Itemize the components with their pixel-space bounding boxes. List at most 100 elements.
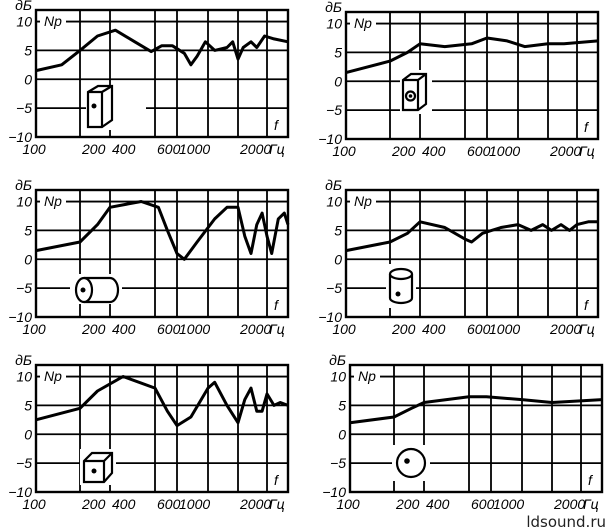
- y-axis-name: Np: [358, 368, 376, 384]
- x-tick-label: 1000: [179, 321, 210, 337]
- x-tick-label: 1000: [489, 143, 520, 159]
- response-curve: [35, 200, 290, 261]
- y-tick-label: −10: [8, 129, 32, 145]
- x-tick-label: 400: [112, 496, 136, 512]
- y-tick-label: 10: [326, 16, 342, 32]
- y-axis-name: Np: [354, 193, 372, 209]
- speaker-dot-icon: [408, 94, 413, 98]
- y-axis-name: Np: [354, 15, 372, 31]
- speaker-dot-icon: [80, 287, 86, 293]
- x-tick-label: 100: [22, 141, 46, 157]
- x-tick-label: 200: [391, 143, 416, 159]
- x-tick-label: 600: [467, 143, 491, 159]
- label-bg: [350, 15, 376, 33]
- x-tick-label: 2000: [549, 321, 581, 337]
- plot-frame: [34, 188, 290, 319]
- x-tick-label: 2000: [239, 141, 271, 157]
- y-tick-label: −5: [16, 100, 32, 116]
- enclosure-icon-cylinder-vertical: [386, 264, 416, 308]
- x-tick-label: 400: [426, 496, 450, 512]
- x-tick-label: 200: [81, 321, 106, 337]
- enclosure-icon-box-front-mounted: [400, 70, 432, 114]
- box-icon: [401, 72, 428, 112]
- enclosure-icon-box-side-mounted: [86, 84, 146, 130]
- y-tick-label: 5: [24, 397, 32, 413]
- y-tick-label: 0: [24, 426, 32, 442]
- x-tick-label: 100: [332, 143, 356, 159]
- x-tick-label: 200: [81, 496, 106, 512]
- sphere-icon: [395, 447, 427, 479]
- plot-frame: [348, 363, 604, 494]
- response-curve: [349, 395, 603, 425]
- response-curve: [35, 28, 289, 73]
- label-bg: [40, 193, 66, 211]
- y-unit-label: дБ: [325, 177, 342, 193]
- label-bg: [270, 295, 285, 314]
- speaker-dot-icon: [91, 468, 97, 474]
- response-curve: [35, 375, 289, 428]
- x-axis-name: f: [274, 117, 280, 133]
- y-tick-label: 5: [334, 44, 342, 60]
- enclosure-icon-cylinder-horizontal: [70, 274, 122, 304]
- x-tick-label: 2000: [553, 496, 585, 512]
- x-tick-label: 1000: [179, 141, 210, 157]
- cylinder-icon: [388, 274, 414, 305]
- y-tick-label: 0: [24, 71, 32, 87]
- label-bg: [40, 13, 66, 31]
- x-tick-label: 600: [157, 321, 181, 337]
- x-tick-label: 2000: [239, 321, 271, 337]
- y-tick-label: 10: [16, 194, 32, 210]
- x-unit-label: Гц: [579, 143, 595, 159]
- y-tick-label: −10: [322, 484, 346, 500]
- y-tick-label: 0: [334, 251, 342, 267]
- plot-frame: [344, 10, 600, 141]
- y-axis-name: Np: [44, 13, 62, 29]
- x-axis-name: f: [274, 297, 280, 313]
- x-axis-name: f: [274, 472, 280, 488]
- x-tick-label: 1000: [179, 496, 210, 512]
- y-tick-label: 5: [338, 397, 346, 413]
- x-axis-name: f: [584, 297, 590, 313]
- label-bg: [580, 117, 595, 136]
- y-unit-label: дБ: [15, 0, 32, 13]
- x-tick-label: 2000: [549, 143, 581, 159]
- label-bg: [40, 368, 66, 386]
- y-tick-label: −5: [16, 455, 32, 471]
- y-tick-label: 0: [334, 73, 342, 89]
- x-tick-label: 600: [471, 496, 495, 512]
- y-tick-label: 0: [338, 426, 346, 442]
- y-tick-label: 10: [16, 369, 32, 385]
- y-tick-label: −5: [326, 280, 342, 296]
- label-bg: [584, 470, 599, 489]
- x-tick-label: 100: [332, 321, 356, 337]
- box-icon: [86, 84, 114, 129]
- speaker-dot-icon: [91, 103, 97, 109]
- response-curve: [345, 220, 598, 253]
- x-tick-label: 100: [22, 321, 46, 337]
- label-bg: [270, 115, 285, 134]
- x-tick-label: 1000: [489, 321, 520, 337]
- y-unit-label: дБ: [325, 0, 342, 15]
- y-unit-label: дБ: [15, 177, 32, 193]
- x-unit-label: Гц: [269, 496, 285, 512]
- enclosure-icon-cube: [80, 449, 116, 485]
- y-tick-label: −5: [326, 102, 342, 118]
- x-tick-label: 400: [422, 143, 446, 159]
- x-axis-name: f: [584, 119, 590, 135]
- plot-frame: [34, 8, 290, 139]
- speaker-dot-icon: [404, 458, 410, 464]
- x-tick-label: 600: [157, 141, 181, 157]
- label-bg: [350, 193, 376, 211]
- y-tick-label: −10: [318, 131, 342, 147]
- x-tick-label: 100: [336, 496, 360, 512]
- x-unit-label: Гц: [583, 496, 599, 512]
- y-tick-label: 10: [326, 194, 342, 210]
- y-tick-label: 10: [330, 369, 346, 385]
- label-bg: [580, 295, 595, 314]
